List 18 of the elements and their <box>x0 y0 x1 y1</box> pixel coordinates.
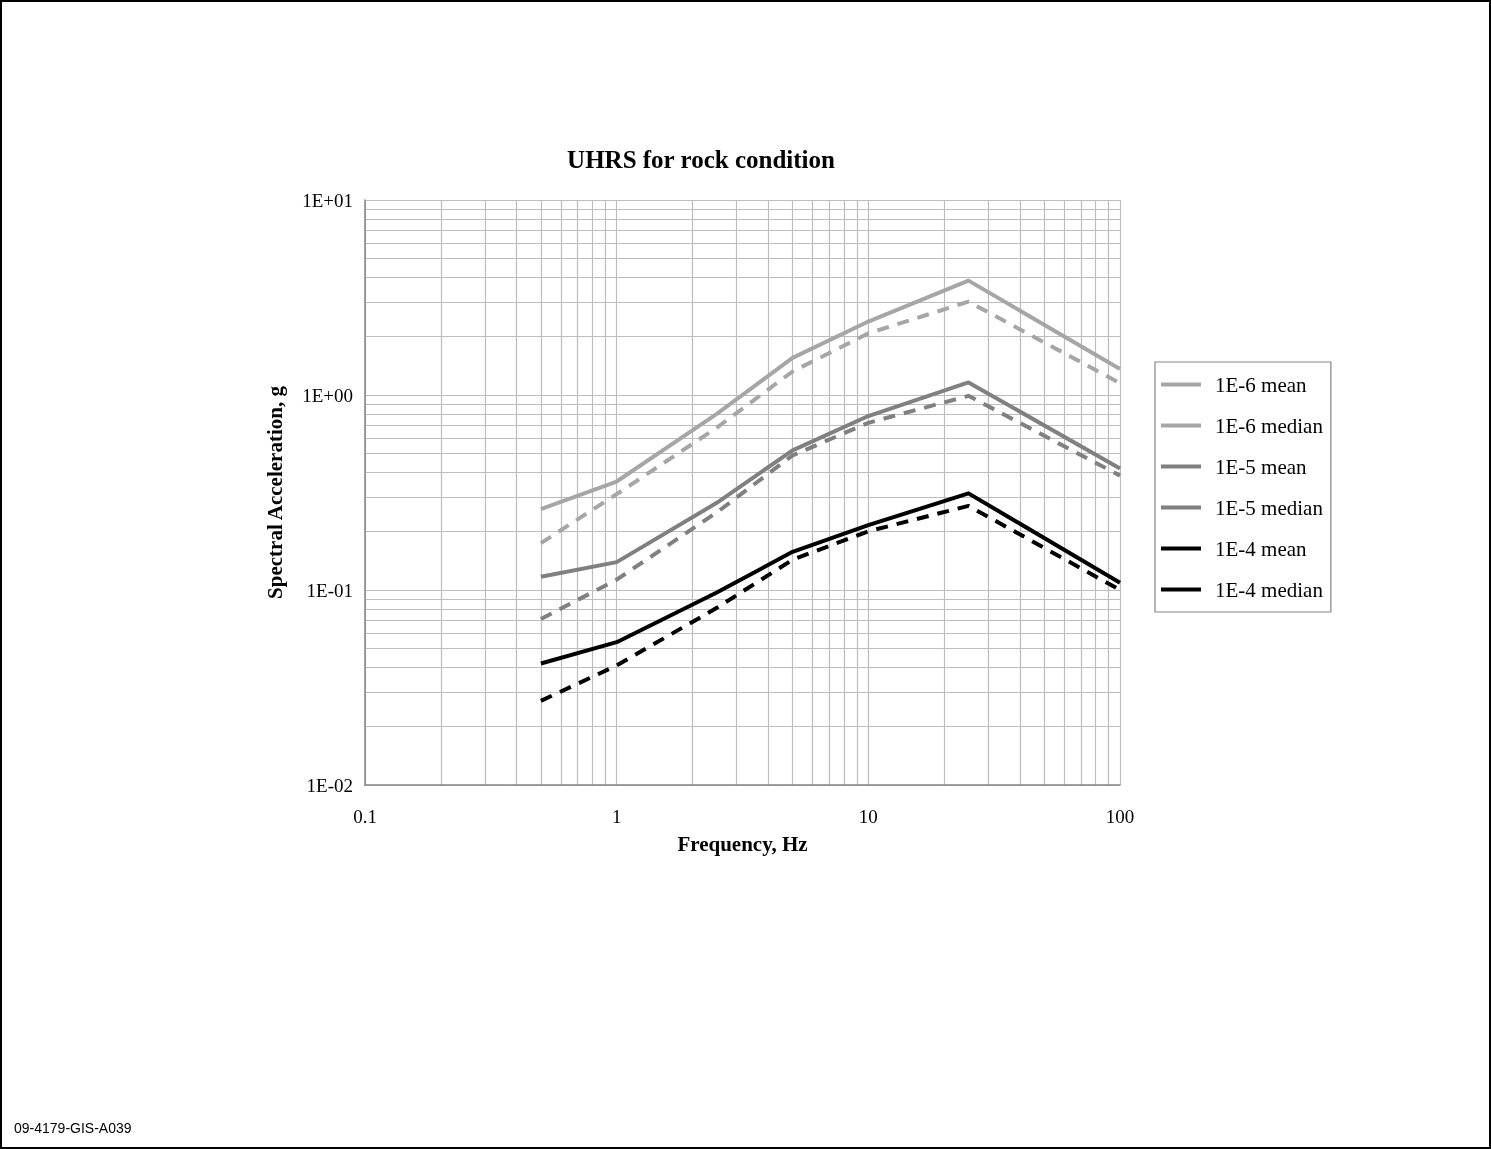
x-tick-label: 1 <box>611 806 622 827</box>
x-tick-label: 100 <box>1105 806 1135 827</box>
legend-label: 1E-6 mean <box>1215 372 1308 397</box>
y-axis-title: Spectral Acceleration, g <box>262 385 287 599</box>
y-tick-label: 1E+01 <box>302 189 353 211</box>
legend-label: 1E-5 mean <box>1215 454 1308 479</box>
legend-label: 1E-4 mean <box>1215 536 1308 561</box>
legend-label: 1E-4 median <box>1215 577 1324 602</box>
y-tick-label: 1E+00 <box>302 384 353 406</box>
x-axis-title: Frequency, Hz <box>677 831 808 856</box>
y-tick-label: 1E-01 <box>306 579 353 601</box>
text: 09-4179-GIS-A039 <box>14 1120 132 1136</box>
y-tick-label: 1E-02 <box>306 774 353 796</box>
legend-label: 1E-6 median <box>1215 413 1324 438</box>
legend-label: 1E-5 median <box>1215 495 1324 520</box>
x-tick-label: 10 <box>858 806 878 827</box>
x-tick-label: 0.1 <box>353 806 377 827</box>
chart-title: UHRS for rock condition <box>567 146 836 173</box>
